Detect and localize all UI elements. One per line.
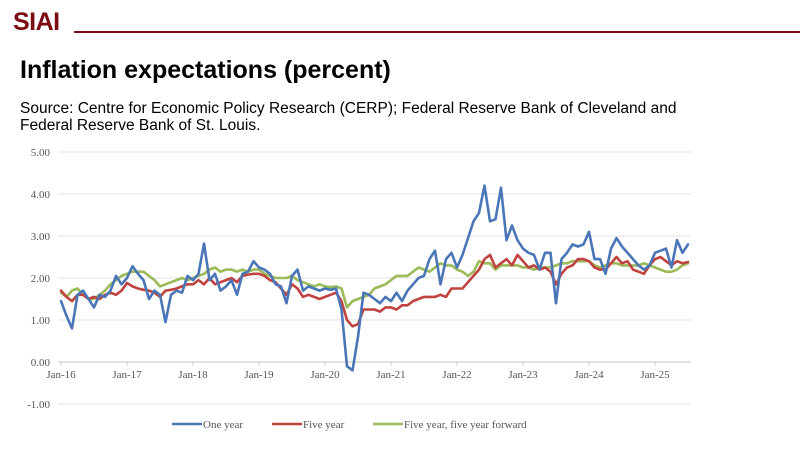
siai-logo: SIAI: [13, 8, 60, 36]
source-note: Source: Centre for Economic Policy Resea…: [20, 100, 677, 134]
y-tick-label: 4.00: [31, 189, 51, 201]
series-line-five-year-five-year-forward: [59, 259, 690, 309]
x-tick-label: Jan-17: [112, 369, 142, 381]
x-axis-ticks: Jan-16 Jan-17 Jan-18 Jan-19 Jan-20 Jan-21 Jan-…: [46, 362, 670, 381]
legend-item: Five year, five year forward: [373, 419, 527, 431]
legend-label: One year: [203, 419, 243, 431]
y-tick-label: 1.00: [31, 315, 51, 327]
y-axis-ticks: 5.00 4.00 3.00 2.00 1.00 0.00 -1.00: [27, 147, 50, 411]
legend: One year Five year Five year, five year fo…: [172, 419, 527, 431]
x-tick-label: Jan-18: [178, 369, 208, 381]
header-divider: [74, 31, 800, 33]
legend-label: Five year, five year forward: [404, 419, 527, 431]
x-tick-label: Jan-25: [640, 369, 670, 381]
y-tick-label: -1.00: [27, 399, 50, 411]
x-tick-label: Jan-24: [574, 369, 604, 381]
y-tick-label: 3.00: [31, 231, 51, 243]
series-line-five-year: [59, 253, 690, 328]
series-lines: [59, 184, 690, 372]
x-tick-label: Jan-22: [442, 369, 471, 381]
x-tick-label: Jan-19: [244, 369, 274, 381]
y-tick-label: 0.00: [31, 357, 51, 369]
x-tick-label: Jan-20: [310, 369, 340, 381]
legend-item: Five year: [272, 419, 345, 431]
series-line-one-year: [59, 184, 690, 372]
x-tick-label: Jan-16: [46, 369, 76, 381]
y-tick-label: 2.00: [31, 273, 51, 285]
y-tick-label: 5.00: [31, 147, 51, 159]
legend-label: Five year: [303, 419, 345, 431]
x-tick-label: Jan-23: [508, 369, 538, 381]
x-tick-label: Jan-21: [376, 369, 405, 381]
legend-item: One year: [172, 419, 243, 431]
gridlines: [58, 151, 691, 405]
page-title: Inflation expectations (percent): [20, 56, 391, 84]
